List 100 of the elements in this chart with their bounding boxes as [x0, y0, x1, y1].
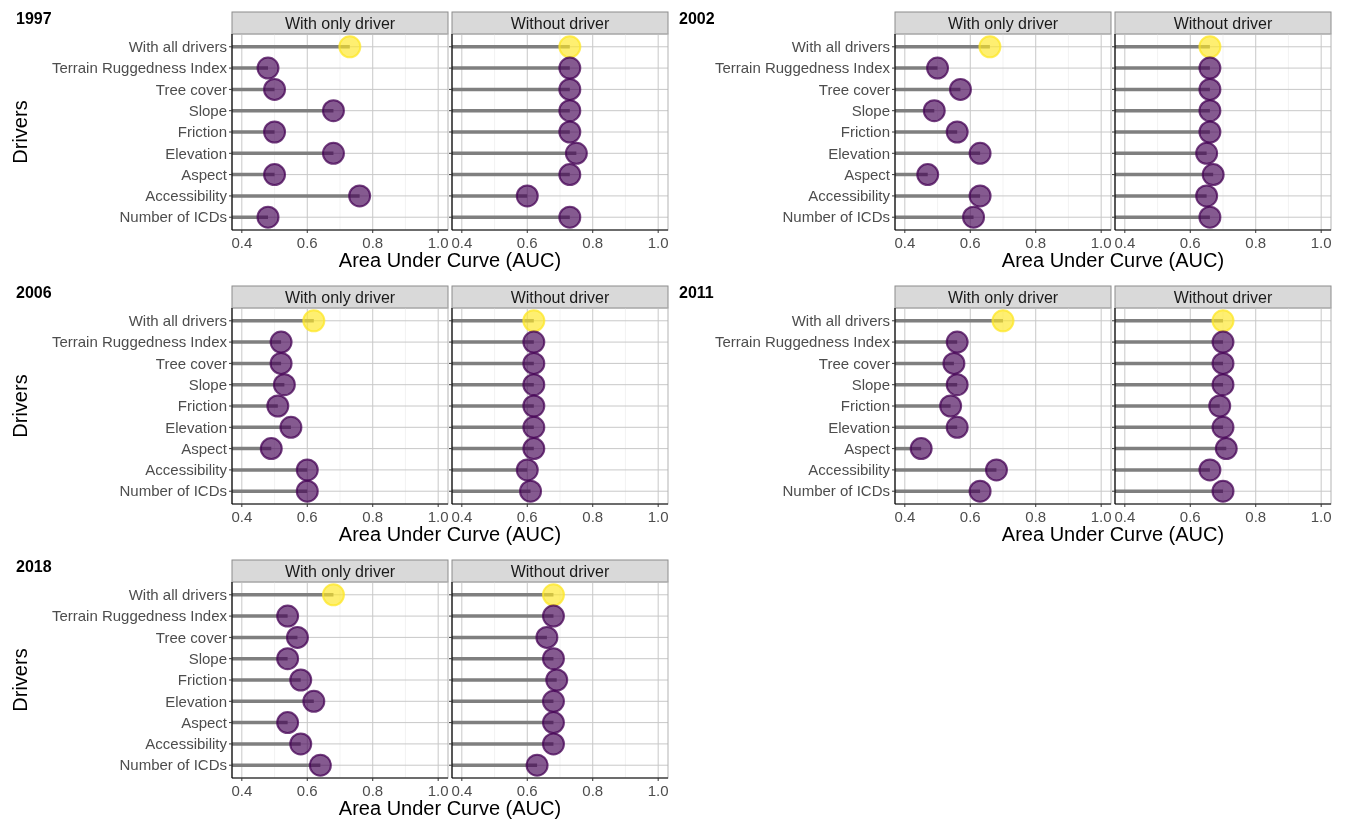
point: [541, 732, 565, 756]
point: [926, 56, 950, 80]
y-tick-label: Tree cover: [155, 354, 227, 372]
x-tick-label: 1.0: [427, 782, 449, 799]
chart-subtitle: Without driver: [1173, 288, 1274, 306]
y-tick-label: With all drivers: [128, 38, 227, 56]
x-tick-label: 0.4: [451, 508, 473, 525]
y-tick-label: Aspect: [181, 165, 228, 183]
point: [1208, 394, 1232, 418]
y-tick-label: Aspect: [844, 165, 891, 183]
x-tick-label: 1.0: [647, 782, 669, 799]
y-tick-label: With all drivers: [791, 312, 890, 330]
y-tick-label: Slope: [188, 101, 227, 119]
y-tick-label: Accessibility: [808, 461, 891, 479]
point: [991, 309, 1015, 333]
point: [289, 668, 313, 692]
x-tick-label: 0.4: [1114, 234, 1136, 251]
x-tick-label: 1.0: [1310, 234, 1332, 251]
point: [909, 437, 933, 461]
y-tick-label: Friction: [840, 397, 890, 415]
x-tick-label: 0.4: [894, 234, 916, 251]
point: [279, 415, 303, 439]
text: 2018: [16, 558, 52, 575]
y-tick-label: Friction: [177, 397, 227, 415]
text: 2011: [679, 284, 714, 301]
y-tick-label: Number of ICDs: [119, 756, 227, 774]
x-axis-title: Area Under Curve (AUC): [338, 249, 562, 271]
x-tick-label: 0.8: [582, 234, 604, 251]
y-tick-label: Tree cover: [155, 628, 227, 646]
x-tick-label: 0.6: [516, 782, 538, 799]
chart-subtitle: Without driver: [510, 288, 611, 306]
point: [978, 35, 1002, 59]
y-tick-label: Terrain Ruggedness Index: [714, 59, 891, 77]
chart-subtitle: With only driver: [947, 288, 1059, 306]
point: [308, 753, 332, 777]
point: [968, 141, 992, 165]
y-tick-label: Slope: [851, 101, 890, 119]
x-axis-title: Area Under Curve (AUC): [1001, 523, 1225, 545]
y-tick-label: Elevation: [828, 418, 890, 436]
x-tick-label: 0.8: [1245, 508, 1267, 525]
point: [541, 604, 565, 628]
point: [276, 647, 300, 671]
point: [541, 689, 565, 713]
y-tick-label: Number of ICDs: [119, 482, 227, 500]
y-tick-label: Number of ICDs: [782, 482, 890, 500]
y-tick-label: Terrain Ruggedness Index: [51, 59, 228, 77]
point: [276, 604, 300, 628]
point: [945, 330, 969, 354]
point: [289, 732, 313, 756]
point: [321, 141, 345, 165]
point: [302, 689, 326, 713]
x-tick-label: 0.8: [582, 782, 604, 799]
x-tick-label: 0.6: [959, 508, 981, 525]
y-tick-label: Elevation: [828, 144, 890, 162]
x-tick-label: 0.4: [451, 234, 473, 251]
point: [1211, 309, 1235, 333]
text: 1997: [16, 10, 52, 27]
x-tick-label: 1.0: [1310, 508, 1332, 525]
y-tick-label: Elevation: [165, 418, 227, 436]
y-tick-label: Slope: [188, 375, 227, 393]
y-axis-title: Drivers: [9, 648, 31, 712]
x-tick-label: 1.0: [427, 234, 449, 251]
point: [269, 330, 293, 354]
y-tick-label: Tree cover: [818, 80, 890, 98]
y-tick-label: Friction: [840, 123, 890, 141]
y-tick-label: Elevation: [165, 144, 227, 162]
y-tick-label: Accessibility: [145, 187, 228, 205]
point: [263, 120, 287, 144]
x-axis-title: Area Under Curve (AUC): [338, 523, 562, 545]
y-tick-label: Tree cover: [818, 354, 890, 372]
point: [945, 120, 969, 144]
point: [338, 35, 362, 59]
point: [295, 479, 319, 503]
x-tick-label: 0.8: [582, 508, 604, 525]
point: [302, 309, 326, 333]
x-tick-label: 0.6: [296, 508, 318, 525]
y-tick-label: Terrain Ruggedness Index: [51, 333, 228, 351]
point: [968, 184, 992, 208]
x-tick-label: 0.4: [231, 234, 253, 251]
x-tick-label: 1.0: [1090, 508, 1112, 525]
y-tick-label: Elevation: [165, 692, 227, 710]
point: [263, 163, 287, 187]
point: [256, 56, 280, 80]
text: 2002: [679, 10, 715, 27]
x-axis-title: Area Under Curve (AUC): [338, 797, 562, 819]
y-tick-label: Number of ICDs: [782, 208, 890, 226]
x-tick-label: 0.4: [451, 782, 473, 799]
chart-subtitle: Without driver: [510, 14, 611, 32]
y-axis-title: Drivers: [9, 100, 31, 164]
y-tick-label: With all drivers: [791, 38, 890, 56]
point: [1211, 415, 1235, 439]
point: [263, 77, 287, 101]
point: [948, 77, 972, 101]
text: 2006: [16, 284, 52, 301]
x-tick-label: 0.6: [516, 508, 538, 525]
y-tick-label: Friction: [177, 123, 227, 141]
point: [269, 351, 293, 375]
y-tick-label: Terrain Ruggedness Index: [714, 333, 891, 351]
point: [541, 711, 565, 735]
x-tick-label: 1.0: [647, 234, 669, 251]
